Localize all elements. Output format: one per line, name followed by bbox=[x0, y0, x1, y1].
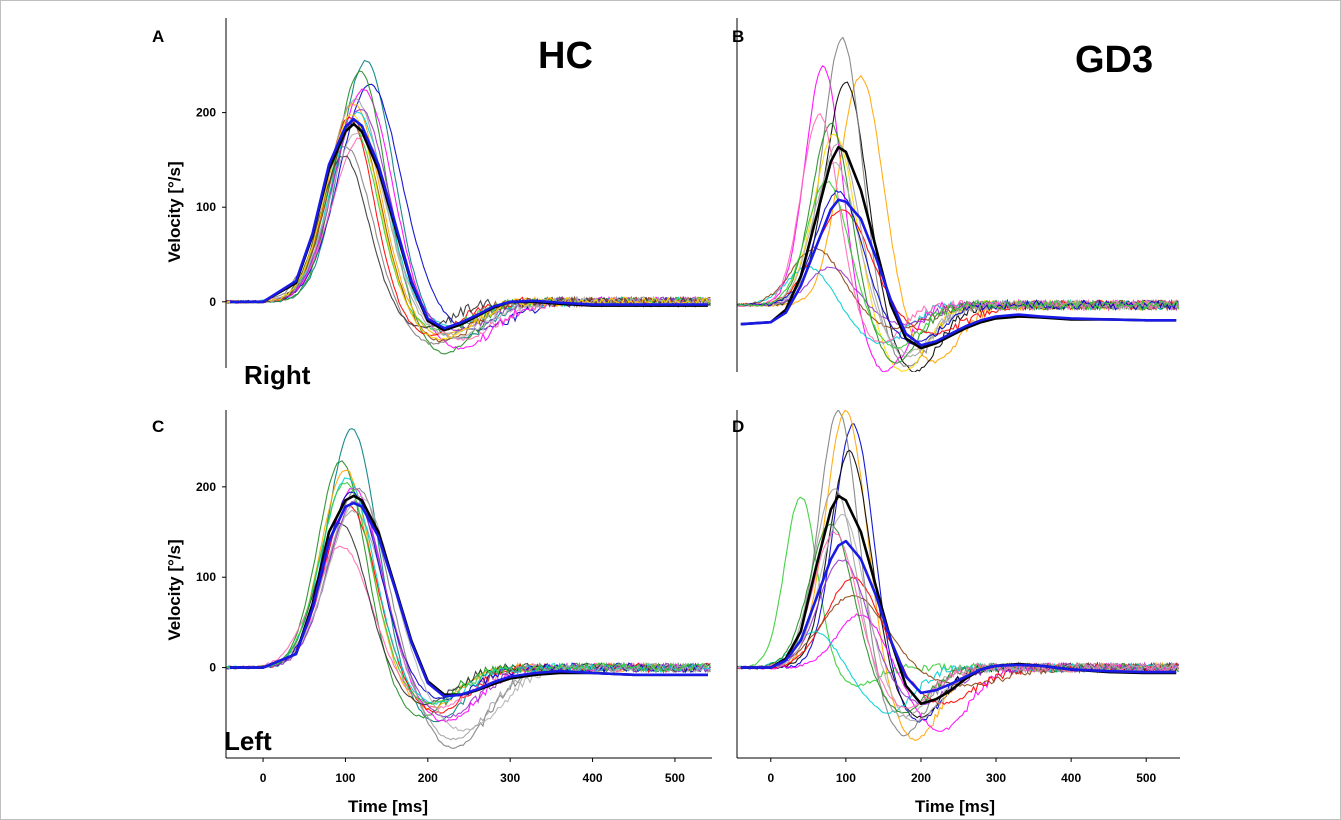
panel-letter-b: B bbox=[732, 27, 744, 46]
trace-a-6 bbox=[226, 111, 711, 327]
side-label-left: Left bbox=[224, 726, 272, 756]
x-tick-label: 500 bbox=[665, 771, 685, 785]
y-tick-label: 0 bbox=[209, 661, 216, 675]
trace-c-12 bbox=[226, 496, 711, 732]
trace-a-15 bbox=[226, 114, 711, 341]
plot-area-a bbox=[226, 59, 711, 355]
trace-a-7 bbox=[226, 134, 711, 342]
trace-a-8 bbox=[226, 146, 711, 346]
group-label-hc: HC bbox=[538, 35, 593, 77]
panel-letter-a: A bbox=[152, 27, 164, 46]
x-tick-label: 400 bbox=[1061, 771, 1081, 785]
series-mean-blue-b bbox=[740, 198, 1177, 347]
trace-a-12 bbox=[226, 109, 711, 331]
trace-c-2 bbox=[226, 486, 711, 723]
x-tick-label: 100 bbox=[335, 771, 355, 785]
x-tick-label: 300 bbox=[500, 771, 520, 785]
trace-b-9 bbox=[737, 266, 1180, 326]
x-tick-label: 100 bbox=[836, 771, 856, 785]
y-tick-label: 100 bbox=[196, 570, 216, 584]
panel-a: A HC Right Velocity [°/s] 0 100 200 bbox=[152, 18, 711, 390]
trace-b-13 bbox=[737, 189, 1179, 345]
panel-c: C Left Velocity [°/s] Time [ms] 0 100 200 0… bbox=[152, 410, 712, 816]
y-axis-label-a: Velocity [°/s] bbox=[165, 161, 184, 262]
panel-letter-c: C bbox=[152, 417, 164, 436]
x-axis-label-c: Time [ms] bbox=[348, 797, 428, 816]
panel-b: B GD3 bbox=[732, 18, 1180, 372]
x-tick-label: 200 bbox=[418, 771, 438, 785]
x-tick-label: 400 bbox=[583, 771, 603, 785]
trace-b-0 bbox=[737, 65, 1180, 372]
x-tick-label: 200 bbox=[911, 771, 931, 785]
plot-area-b bbox=[737, 36, 1180, 372]
x-tick-label: 500 bbox=[1136, 771, 1156, 785]
trace-b-14 bbox=[737, 179, 1180, 349]
trace-a-2 bbox=[226, 88, 711, 350]
panel-letter-d: D bbox=[732, 417, 744, 436]
y-axis-label-c: Velocity [°/s] bbox=[165, 539, 184, 640]
side-label-right: Right bbox=[244, 360, 311, 390]
series-mean-blue-d bbox=[740, 539, 1177, 695]
trace-b-3 bbox=[737, 36, 1180, 368]
y-tick-label: 100 bbox=[196, 200, 216, 214]
x-tick-label: 300 bbox=[986, 771, 1006, 785]
trace-b-12 bbox=[737, 113, 1179, 344]
group-label-gd3: GD3 bbox=[1075, 39, 1153, 81]
trace-c-13 bbox=[226, 481, 711, 705]
x-axis-label-d: Time [ms] bbox=[915, 797, 995, 816]
trace-d-4 bbox=[737, 449, 1180, 719]
trace-b-4 bbox=[737, 133, 1180, 372]
trace-a-0 bbox=[226, 59, 711, 340]
trace-a-14 bbox=[226, 131, 711, 339]
trace-d-0 bbox=[737, 496, 1179, 687]
trace-d-2 bbox=[737, 410, 1179, 737]
trace-d-13 bbox=[737, 531, 1179, 709]
y-tick-label: 0 bbox=[209, 295, 216, 309]
x-tick-label: 0 bbox=[767, 771, 774, 785]
plot-area-c bbox=[226, 428, 711, 749]
y-tick-label: 200 bbox=[196, 106, 216, 120]
trace-d-3 bbox=[737, 410, 1179, 742]
y-tick-label: 200 bbox=[196, 480, 216, 494]
trace-c-10 bbox=[226, 500, 711, 719]
panel-d: D Time [ms] 0 100 200 300 400 500 bbox=[732, 410, 1180, 816]
series-mean-blue-a bbox=[230, 117, 708, 330]
trace-b-11 bbox=[737, 161, 1180, 355]
trace-c-6 bbox=[226, 487, 711, 749]
plot-area-d bbox=[737, 410, 1180, 742]
series-mean-blue-c bbox=[230, 501, 708, 698]
x-tick-label: 0 bbox=[260, 771, 267, 785]
trace-a-13 bbox=[226, 120, 711, 343]
trace-c-3 bbox=[226, 469, 711, 710]
trace-c-8 bbox=[226, 522, 711, 706]
